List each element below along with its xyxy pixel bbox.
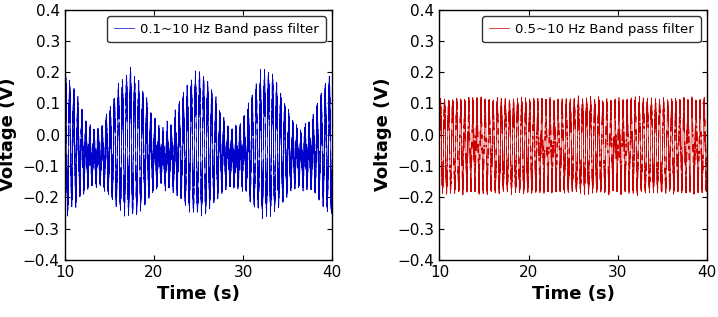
0.5~10 Hz Band pass filter bbox=[494, 141, 503, 145]
Line: 0.5~10 Hz Band pass filter: 0.5~10 Hz Band pass filter bbox=[439, 96, 707, 196]
Y-axis label: Voltage (V): Voltage (V) bbox=[374, 78, 392, 191]
0.5~10 Hz Band pass filter bbox=[500, 176, 508, 180]
Y-axis label: Voltage (V): Voltage (V) bbox=[0, 78, 17, 191]
Line: 0.1~10 Hz Band pass filter: 0.1~10 Hz Band pass filter bbox=[65, 67, 332, 219]
0.5~10 Hz Band pass filter bbox=[435, 143, 444, 147]
0.5~10 Hz Band pass filter bbox=[577, 165, 585, 169]
0.1~10 Hz Band pass filter bbox=[119, 122, 128, 126]
0.1~10 Hz Band pass filter bbox=[125, 191, 134, 195]
0.1~10 Hz Band pass filter bbox=[258, 217, 266, 221]
0.1~10 Hz Band pass filter bbox=[292, 126, 301, 130]
0.5~10 Hz Band pass filter bbox=[667, 103, 676, 107]
0.5~10 Hz Band pass filter bbox=[574, 94, 582, 98]
0.5~10 Hz Band pass filter bbox=[633, 194, 642, 198]
0.5~10 Hz Band pass filter bbox=[703, 144, 712, 148]
0.1~10 Hz Band pass filter bbox=[60, 134, 69, 138]
X-axis label: Time (s): Time (s) bbox=[157, 285, 240, 303]
0.1~10 Hz Band pass filter bbox=[69, 114, 78, 118]
0.5~10 Hz Band pass filter bbox=[465, 100, 473, 103]
0.5~10 Hz Band pass filter bbox=[444, 119, 452, 122]
X-axis label: Time (s): Time (s) bbox=[532, 285, 615, 303]
0.1~10 Hz Band pass filter bbox=[328, 136, 337, 140]
Legend: 0.1~10 Hz Band pass filter: 0.1~10 Hz Band pass filter bbox=[108, 16, 326, 42]
0.1~10 Hz Band pass filter bbox=[202, 170, 210, 174]
Legend: 0.5~10 Hz Band pass filter: 0.5~10 Hz Band pass filter bbox=[482, 16, 701, 42]
0.1~10 Hz Band pass filter bbox=[126, 65, 135, 69]
0.1~10 Hz Band pass filter bbox=[90, 140, 98, 144]
